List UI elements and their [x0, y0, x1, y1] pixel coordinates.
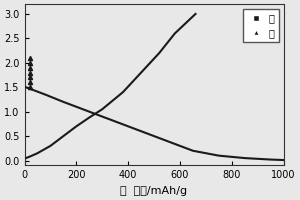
X-axis label: 比  容量/mAh/g: 比 容量/mAh/g — [121, 186, 188, 196]
Legend: 放, 充: 放, 充 — [243, 9, 279, 42]
